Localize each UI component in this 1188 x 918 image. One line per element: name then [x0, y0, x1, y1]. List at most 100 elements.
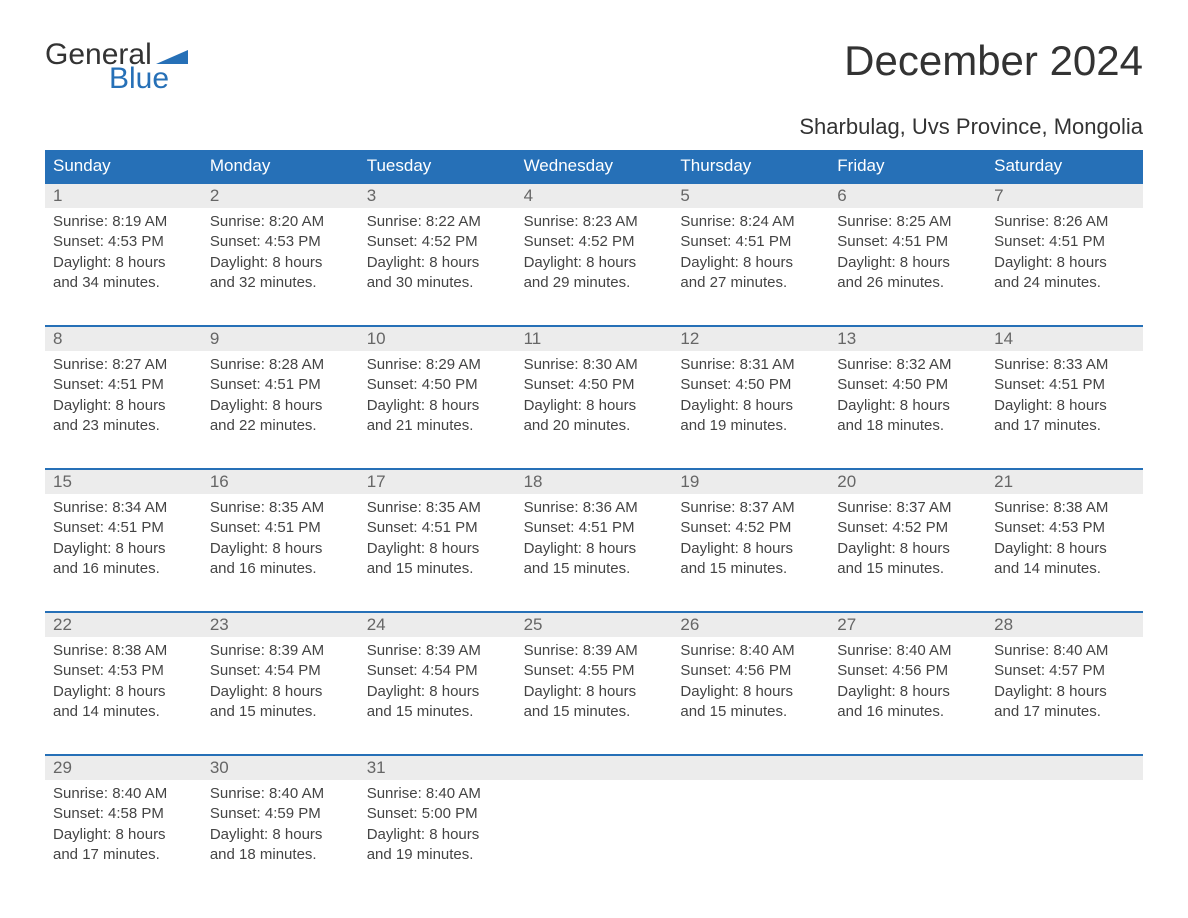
sunset-line: Sunset: 4:50 PM	[680, 375, 821, 395]
daylight-line1: Daylight: 8 hours	[53, 682, 194, 702]
calendar-week: 891011121314Sunrise: 8:27 AMSunset: 4:51…	[45, 325, 1143, 442]
day-number: 27	[829, 613, 986, 637]
day-cell: Sunrise: 8:40 AMSunset: 4:56 PMDaylight:…	[672, 637, 829, 728]
title-block: December 2024	[844, 40, 1143, 82]
daylight-line1: Daylight: 8 hours	[524, 396, 665, 416]
daylight-line2: and 29 minutes.	[524, 273, 665, 293]
sunrise-line: Sunrise: 8:23 AM	[524, 212, 665, 232]
sunset-line: Sunset: 4:51 PM	[210, 518, 351, 538]
day-cell: Sunrise: 8:34 AMSunset: 4:51 PMDaylight:…	[45, 494, 202, 585]
day-cell: Sunrise: 8:37 AMSunset: 4:52 PMDaylight:…	[829, 494, 986, 585]
sunset-line: Sunset: 4:55 PM	[524, 661, 665, 681]
weekday-monday: Monday	[202, 150, 359, 182]
day-number: 25	[516, 613, 673, 637]
day-number: 31	[359, 756, 516, 780]
sunrise-line: Sunrise: 8:40 AM	[680, 641, 821, 661]
day-number: 26	[672, 613, 829, 637]
sunset-line: Sunset: 4:53 PM	[994, 518, 1135, 538]
daylight-line2: and 19 minutes.	[367, 845, 508, 865]
day-number: 14	[986, 327, 1143, 351]
sunset-line: Sunset: 4:53 PM	[53, 661, 194, 681]
day-number: 10	[359, 327, 516, 351]
day-cell: Sunrise: 8:23 AMSunset: 4:52 PMDaylight:…	[516, 208, 673, 299]
daylight-line1: Daylight: 8 hours	[837, 682, 978, 702]
weekday-thursday: Thursday	[672, 150, 829, 182]
sunrise-line: Sunrise: 8:35 AM	[367, 498, 508, 518]
sunrise-line: Sunrise: 8:40 AM	[53, 784, 194, 804]
sunset-line: Sunset: 4:51 PM	[210, 375, 351, 395]
daylight-line2: and 23 minutes.	[53, 416, 194, 436]
sunset-line: Sunset: 4:51 PM	[53, 518, 194, 538]
day-cell: Sunrise: 8:27 AMSunset: 4:51 PMDaylight:…	[45, 351, 202, 442]
sunset-line: Sunset: 4:57 PM	[994, 661, 1135, 681]
weekday-header-row: Sunday Monday Tuesday Wednesday Thursday…	[45, 150, 1143, 182]
sunset-line: Sunset: 4:52 PM	[367, 232, 508, 252]
daynum-row: 891011121314	[45, 327, 1143, 351]
day-cell: Sunrise: 8:25 AMSunset: 4:51 PMDaylight:…	[829, 208, 986, 299]
daylight-line1: Daylight: 8 hours	[210, 825, 351, 845]
day-cell: Sunrise: 8:40 AMSunset: 4:56 PMDaylight:…	[829, 637, 986, 728]
daylight-line1: Daylight: 8 hours	[367, 253, 508, 273]
sunrise-line: Sunrise: 8:30 AM	[524, 355, 665, 375]
day-cell: Sunrise: 8:33 AMSunset: 4:51 PMDaylight:…	[986, 351, 1143, 442]
sunset-line: Sunset: 4:51 PM	[53, 375, 194, 395]
daylight-line2: and 20 minutes.	[524, 416, 665, 436]
sunset-line: Sunset: 4:50 PM	[367, 375, 508, 395]
daylight-line2: and 17 minutes.	[994, 416, 1135, 436]
sunset-line: Sunset: 4:51 PM	[837, 232, 978, 252]
daylight-line1: Daylight: 8 hours	[53, 396, 194, 416]
daylight-line1: Daylight: 8 hours	[53, 253, 194, 273]
daylight-line2: and 32 minutes.	[210, 273, 351, 293]
day-number: 18	[516, 470, 673, 494]
daylight-line2: and 15 minutes.	[367, 702, 508, 722]
day-cell: Sunrise: 8:20 AMSunset: 4:53 PMDaylight:…	[202, 208, 359, 299]
day-cell: Sunrise: 8:40 AMSunset: 5:00 PMDaylight:…	[359, 780, 516, 871]
day-number: 17	[359, 470, 516, 494]
day-number: 4	[516, 184, 673, 208]
location-text: Sharbulag, Uvs Province, Mongolia	[45, 114, 1143, 140]
sunrise-line: Sunrise: 8:37 AM	[837, 498, 978, 518]
day-number: 6	[829, 184, 986, 208]
day-number	[986, 756, 1143, 780]
day-cell	[829, 780, 986, 871]
day-number: 7	[986, 184, 1143, 208]
day-cell: Sunrise: 8:37 AMSunset: 4:52 PMDaylight:…	[672, 494, 829, 585]
sunrise-line: Sunrise: 8:35 AM	[210, 498, 351, 518]
daynum-row: 15161718192021	[45, 470, 1143, 494]
day-number: 22	[45, 613, 202, 637]
sunset-line: Sunset: 4:52 PM	[680, 518, 821, 538]
sunrise-line: Sunrise: 8:39 AM	[524, 641, 665, 661]
day-number: 30	[202, 756, 359, 780]
day-cell: Sunrise: 8:35 AMSunset: 4:51 PMDaylight:…	[202, 494, 359, 585]
weekday-sunday: Sunday	[45, 150, 202, 182]
daylight-line2: and 14 minutes.	[53, 702, 194, 722]
day-cell: Sunrise: 8:38 AMSunset: 4:53 PMDaylight:…	[45, 637, 202, 728]
sunset-line: Sunset: 4:56 PM	[680, 661, 821, 681]
day-number: 2	[202, 184, 359, 208]
sunset-line: Sunset: 4:59 PM	[210, 804, 351, 824]
sunrise-line: Sunrise: 8:33 AM	[994, 355, 1135, 375]
day-number: 9	[202, 327, 359, 351]
sunrise-line: Sunrise: 8:40 AM	[994, 641, 1135, 661]
calendar-week: 293031Sunrise: 8:40 AMSunset: 4:58 PMDay…	[45, 754, 1143, 871]
daylight-line2: and 24 minutes.	[994, 273, 1135, 293]
sunset-line: Sunset: 4:56 PM	[837, 661, 978, 681]
daylight-line2: and 16 minutes.	[837, 702, 978, 722]
daylight-line1: Daylight: 8 hours	[210, 253, 351, 273]
day-cell: Sunrise: 8:39 AMSunset: 4:54 PMDaylight:…	[359, 637, 516, 728]
day-cell: Sunrise: 8:35 AMSunset: 4:51 PMDaylight:…	[359, 494, 516, 585]
day-number: 13	[829, 327, 986, 351]
daylight-line1: Daylight: 8 hours	[994, 682, 1135, 702]
day-number: 8	[45, 327, 202, 351]
weekday-tuesday: Tuesday	[359, 150, 516, 182]
sunrise-line: Sunrise: 8:25 AM	[837, 212, 978, 232]
day-cell: Sunrise: 8:29 AMSunset: 4:50 PMDaylight:…	[359, 351, 516, 442]
sunset-line: Sunset: 4:52 PM	[524, 232, 665, 252]
daylight-line2: and 15 minutes.	[524, 559, 665, 579]
sunrise-line: Sunrise: 8:32 AM	[837, 355, 978, 375]
sunset-line: Sunset: 4:51 PM	[524, 518, 665, 538]
sunrise-line: Sunrise: 8:40 AM	[210, 784, 351, 804]
daylight-line1: Daylight: 8 hours	[210, 539, 351, 559]
weekday-friday: Friday	[829, 150, 986, 182]
sunrise-line: Sunrise: 8:34 AM	[53, 498, 194, 518]
